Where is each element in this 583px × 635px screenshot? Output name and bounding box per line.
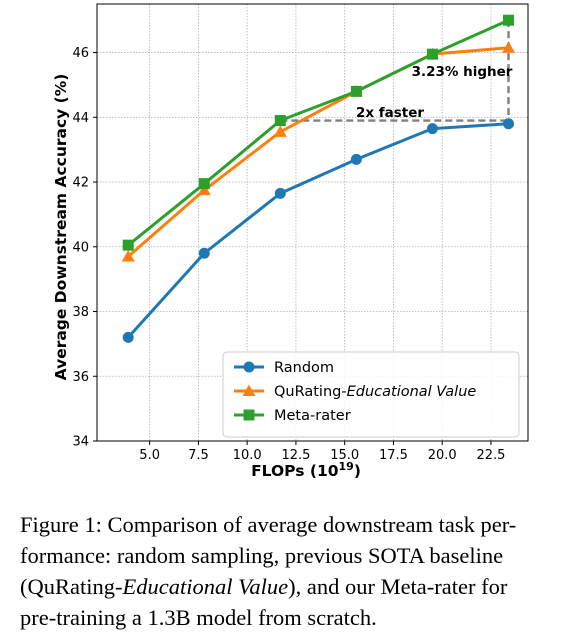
qurating-point: [273, 125, 287, 137]
caption-line-4: pre-training a 1.3B model from scratch.: [20, 605, 377, 630]
series-markers: [121, 14, 515, 343]
annotation-faster: 2x faster: [356, 105, 424, 121]
x-tick-label: 12.5: [281, 448, 310, 463]
caption-line-3-suffix: ), and our Meta-rater for: [288, 574, 508, 599]
meta-rater-point: [274, 115, 286, 127]
x-axis-label-base: FLOPs (10: [251, 462, 339, 480]
x-tick-label: 20.0: [428, 448, 457, 463]
qurating-point: [121, 249, 135, 262]
legend-qurating-marker: [242, 384, 256, 396]
y-tick-label: 34: [72, 435, 89, 450]
legend-qurating-label: QuRating-Educational Value: [274, 384, 476, 400]
legend-meta-rater-marker: [243, 409, 255, 421]
y-tick-label: 40: [72, 240, 89, 255]
legend: Random QuRating-Educational Value Meta-rat…: [222, 351, 520, 438]
caption-line-3: (QuRating-Educational Value), and our Me…: [20, 571, 565, 602]
x-axis-ticks: 5.0 7.5 10.0 12.5 15.0 17.5 20.0 22.5: [139, 441, 505, 463]
y-axis-label: Average Downstream Accuracy (%): [52, 74, 70, 381]
y-tick-label: 36: [72, 370, 89, 385]
random-line: [127, 122, 509, 339]
x-tick-label: 17.5: [379, 448, 408, 463]
random-point: [426, 123, 438, 135]
qurating-point: [501, 41, 515, 53]
legend-random-marker: [243, 361, 255, 373]
caption-line-1: Figure 1: Comparison of average downstre…: [20, 512, 517, 537]
annotation-higher: 3.23% higher: [412, 64, 513, 80]
figure-caption: Figure 1: Comparison of average downstre…: [20, 509, 565, 633]
plot-frame: [96, 3, 529, 442]
x-axis-label-exponent: 19: [339, 460, 354, 473]
qurating-line: [127, 46, 509, 258]
meta-rater-point: [502, 14, 514, 26]
y-axis-ticks: 34 36 38 40 42 44 46: [72, 46, 97, 450]
x-tick-label: 5.0: [139, 448, 160, 463]
x-tick-label: 10.0: [233, 448, 262, 463]
caption-line-2: formance: random sampling, previous SOTA…: [20, 543, 504, 568]
series-lines: [127, 18, 510, 339]
meta-rater-point: [198, 178, 210, 190]
random-point: [274, 187, 286, 199]
qurating-point: [197, 183, 211, 196]
random-point: [502, 118, 514, 130]
y-tick-label: 46: [72, 46, 89, 61]
x-tick-label: 7.5: [188, 448, 209, 463]
meta-rater-point: [426, 48, 438, 60]
x-axis-label: FLOPs (1019): [251, 460, 361, 480]
chart: 5.0 7.5 10.0 12.5 15.0 17.5 20.0 22.5 34 36 38 40 4…: [52, 3, 529, 480]
y-tick-label: 44: [72, 111, 89, 126]
meta-rater-point: [122, 239, 134, 251]
y-tick-label: 42: [72, 176, 89, 191]
caption-line-3-prefix: (QuRating-: [20, 574, 123, 599]
reference-lines: [280, 20, 510, 124]
legend-meta-rater-label: Meta-rater: [274, 408, 351, 424]
legend-random-label: Random: [274, 360, 334, 376]
random-point: [198, 247, 210, 259]
x-tick-label: 15.0: [330, 448, 359, 463]
random-point: [350, 153, 362, 165]
y-tick-label: 38: [72, 305, 89, 320]
legend-box: [222, 351, 520, 438]
x-axis-label-close: ): [354, 462, 361, 480]
meta-rater-line: [127, 18, 510, 247]
random-point: [122, 331, 134, 343]
caption-line-3-italic: Educational Value: [122, 574, 289, 599]
x-tick-label: 22.5: [476, 448, 505, 463]
meta-rater-point: [350, 85, 362, 97]
